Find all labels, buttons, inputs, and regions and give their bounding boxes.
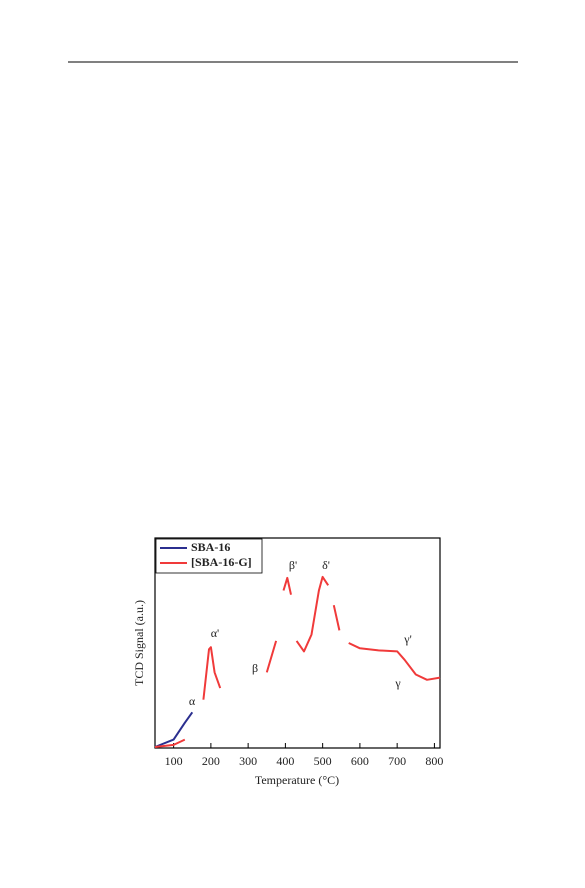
x-axis-label: Temperature (°C): [255, 773, 339, 787]
series-line: [154, 575, 441, 748]
x-tick-label: 200: [202, 754, 220, 768]
legend-label: [SBA-16-G]: [191, 555, 252, 569]
x-tick-label: 700: [388, 754, 406, 768]
peak-annotation: γ: [394, 676, 401, 690]
peak-annotation: α': [211, 626, 219, 640]
series-line: [155, 704, 440, 747]
peak-annotation: β': [289, 558, 297, 572]
peak-annotation: γ': [403, 632, 411, 646]
y-axis-label: TCD Signal (a.u.): [132, 600, 146, 686]
peak-annotation: β: [252, 661, 258, 675]
legend-label: SBA-16: [191, 540, 230, 554]
x-tick-label: 800: [425, 754, 443, 768]
plot-frame: [154, 537, 441, 749]
x-tick-label: 100: [165, 754, 183, 768]
peak-annotation: δ': [322, 558, 330, 572]
x-tick-label: 600: [351, 754, 369, 768]
x-tick-label: 400: [276, 754, 294, 768]
legend-box: [155, 538, 263, 574]
peak-annotation: α: [189, 694, 196, 708]
x-tick-label: 500: [314, 754, 332, 768]
x-tick-label: 300: [239, 754, 257, 768]
